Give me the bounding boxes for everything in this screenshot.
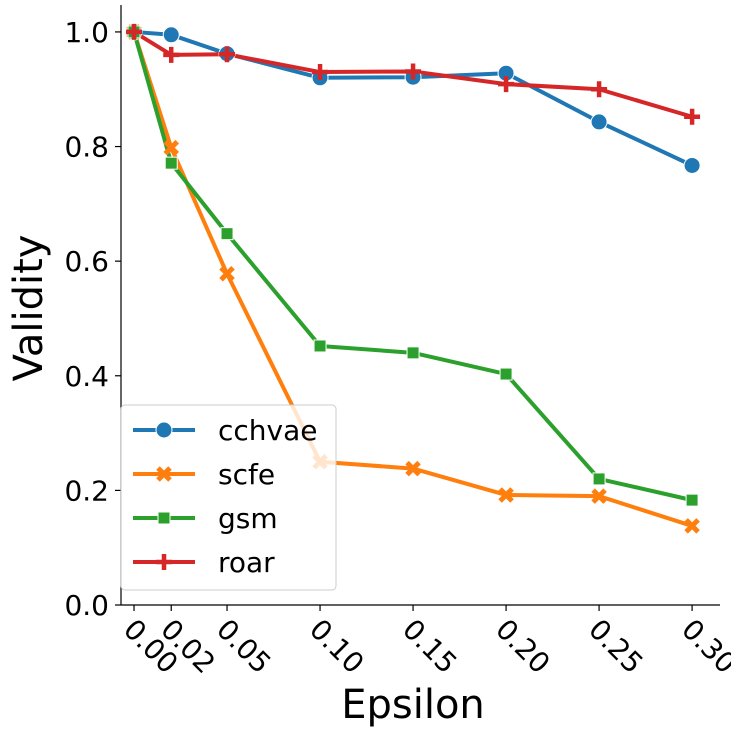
- marker: [405, 460, 421, 477]
- marker: [498, 76, 515, 93]
- x-tick-label: 0.05: [210, 613, 277, 680]
- y-tick-label: 0.4: [64, 360, 109, 393]
- marker: [163, 46, 180, 63]
- y-tick-label: 0.2: [64, 474, 109, 507]
- x-axis-label: Epsilon: [341, 682, 485, 728]
- marker: [312, 64, 329, 81]
- y-axis-label: Validity: [6, 235, 52, 382]
- x-tick-label: 0.10: [303, 613, 370, 680]
- x-tick-label: 0.15: [396, 613, 463, 680]
- marker: [156, 466, 172, 482]
- marker: [684, 108, 701, 125]
- marker: [685, 493, 699, 507]
- y-tick-label: 0.0: [64, 589, 109, 622]
- marker: [162, 26, 180, 44]
- y-tick-label: 0.8: [64, 131, 109, 164]
- marker: [498, 487, 514, 503]
- legend-label: scfe: [218, 458, 275, 491]
- marker: [220, 227, 234, 241]
- marker: [164, 156, 178, 170]
- marker: [126, 23, 143, 40]
- series-line: [133, 29, 693, 168]
- marker: [591, 488, 607, 504]
- y-tick-label: 0.6: [64, 245, 109, 278]
- marker: [219, 46, 236, 63]
- x-tick-label: 0.20: [489, 613, 556, 680]
- marker: [499, 367, 513, 381]
- marker: [313, 339, 327, 353]
- x-tick-label: 0.25: [582, 613, 649, 680]
- marker: [684, 518, 700, 534]
- marker: [405, 63, 422, 80]
- marker: [163, 139, 179, 156]
- legend-box: [120, 404, 337, 591]
- legend-label: roar: [218, 546, 275, 579]
- marker: [592, 472, 606, 486]
- series-line: [132, 31, 693, 528]
- marker: [406, 346, 420, 360]
- x-tick-label: 0.30: [675, 613, 731, 680]
- marker: [155, 421, 173, 439]
- marker: [590, 113, 608, 131]
- legend-label: cchvae: [218, 414, 318, 447]
- marker: [157, 511, 171, 525]
- legend-label: gsm: [218, 502, 278, 535]
- y-tick-label: 1.0: [64, 16, 109, 49]
- series-line: [132, 30, 693, 119]
- marker: [219, 266, 235, 282]
- marker: [156, 554, 172, 570]
- marker: [683, 156, 701, 174]
- marker: [591, 81, 608, 98]
- series-line: [132, 31, 693, 503]
